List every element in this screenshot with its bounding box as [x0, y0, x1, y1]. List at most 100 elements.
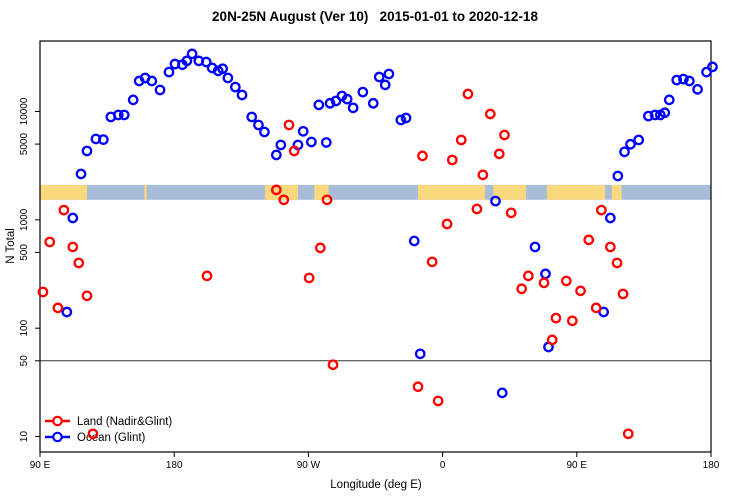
map-band-land-segment	[493, 184, 527, 200]
data-point-land	[455, 134, 467, 146]
data-point-ocean	[217, 63, 229, 75]
data-point-land	[516, 283, 527, 295]
data-point-land	[432, 395, 444, 407]
data-point-land	[37, 286, 49, 298]
data-point-ocean	[496, 387, 508, 399]
data-point-land	[499, 129, 510, 141]
data-point-ocean	[408, 235, 420, 247]
data-point-land	[441, 218, 453, 230]
data-point-ocean	[625, 138, 636, 150]
data-point-ocean	[649, 109, 661, 121]
data-point-ocean	[297, 125, 309, 137]
chart-title: 20N-25N August (Ver 10) 2015-01-01 to 20…	[212, 9, 538, 24]
data-point-land	[52, 302, 64, 314]
data-point-ocean	[347, 102, 359, 114]
data-point-land	[477, 169, 489, 181]
data-point-ocean	[81, 145, 93, 157]
data-point-ocean	[246, 111, 258, 123]
data-point-land	[87, 428, 99, 440]
plot-box	[39, 40, 712, 453]
data-point-ocean	[367, 97, 379, 109]
data-point-ocean	[357, 86, 369, 98]
map-band-land-segment	[314, 184, 329, 200]
y-tick-label: 50	[19, 355, 30, 367]
data-point-land	[303, 272, 315, 284]
data-point-land	[67, 241, 79, 253]
data-point-ocean	[222, 72, 234, 84]
data-point-land	[505, 207, 517, 219]
x-tick-label: 0	[440, 460, 446, 471]
data-point-ocean	[313, 99, 325, 111]
data-point-ocean	[253, 119, 264, 131]
data-point-land	[575, 285, 586, 297]
data-point-land	[617, 288, 629, 300]
data-point-land	[550, 312, 562, 324]
data-point-ocean	[306, 136, 317, 148]
data-point-ocean	[75, 168, 87, 180]
data-point-ocean	[395, 114, 407, 126]
data-point-ocean	[373, 71, 385, 83]
data-point-ocean	[186, 48, 198, 60]
data-point-land	[283, 119, 295, 131]
data-point-ocean	[400, 112, 412, 124]
data-point-land	[446, 154, 458, 166]
data-point-ocean	[414, 348, 426, 360]
data-point-land	[201, 270, 213, 282]
map-band-land-segment	[144, 184, 147, 200]
data-point-ocean	[270, 149, 282, 161]
map-band-land-segment	[546, 184, 606, 200]
data-point-ocean	[540, 268, 551, 280]
data-point-ocean	[701, 66, 712, 78]
data-point-land	[522, 270, 534, 282]
data-point-land	[596, 204, 607, 216]
data-point-ocean	[619, 146, 630, 158]
data-point-ocean	[146, 75, 158, 87]
data-point-ocean	[692, 83, 703, 95]
legend-key-marker	[52, 431, 63, 443]
data-point-ocean	[181, 55, 193, 67]
x-tick-label: 90 E	[30, 460, 51, 471]
x-axis-title: Longitude (deg E)	[330, 479, 422, 491]
data-point-land	[546, 334, 558, 346]
data-point-ocean	[612, 170, 624, 182]
data-point-ocean	[320, 137, 332, 148]
data-point-ocean	[604, 212, 616, 224]
data-point-land	[590, 302, 602, 314]
map-band-land-segment	[40, 184, 87, 200]
data-point-ocean	[154, 84, 166, 96]
x-tick-label: 90 E	[567, 460, 588, 471]
data-point-land	[484, 108, 496, 120]
data-point-land	[462, 88, 474, 100]
data-point-ocean	[659, 107, 671, 119]
data-point-land	[270, 184, 282, 196]
data-point-ocean	[643, 110, 654, 122]
data-point-land	[604, 241, 616, 253]
data-point-ocean	[200, 56, 212, 68]
data-point-land	[321, 194, 333, 206]
data-point-ocean	[67, 212, 79, 224]
data-point-land	[44, 236, 56, 248]
data-point-land	[81, 290, 93, 302]
y-tick-label: 100	[19, 319, 30, 336]
data-point-land	[426, 256, 438, 268]
data-point-land	[412, 381, 424, 393]
data-point-ocean	[379, 79, 391, 91]
x-tick-label: 180	[703, 460, 720, 471]
data-point-land	[566, 315, 578, 327]
data-point-ocean	[259, 126, 270, 138]
data-point-land	[288, 145, 300, 157]
data-point-land	[583, 234, 595, 246]
data-point-land	[278, 194, 290, 206]
data-point-land	[538, 277, 550, 289]
data-point-ocean	[324, 97, 336, 109]
y-tick-label: 5000	[19, 133, 30, 156]
data-point-land	[417, 150, 428, 162]
data-point-ocean	[61, 306, 73, 318]
y-tick-label: 500	[19, 244, 30, 261]
data-point-ocean	[633, 134, 645, 146]
data-point-ocean	[383, 68, 395, 80]
data-point-land	[314, 242, 326, 254]
map-band-land-segment	[417, 184, 486, 200]
data-point-ocean	[678, 73, 689, 85]
